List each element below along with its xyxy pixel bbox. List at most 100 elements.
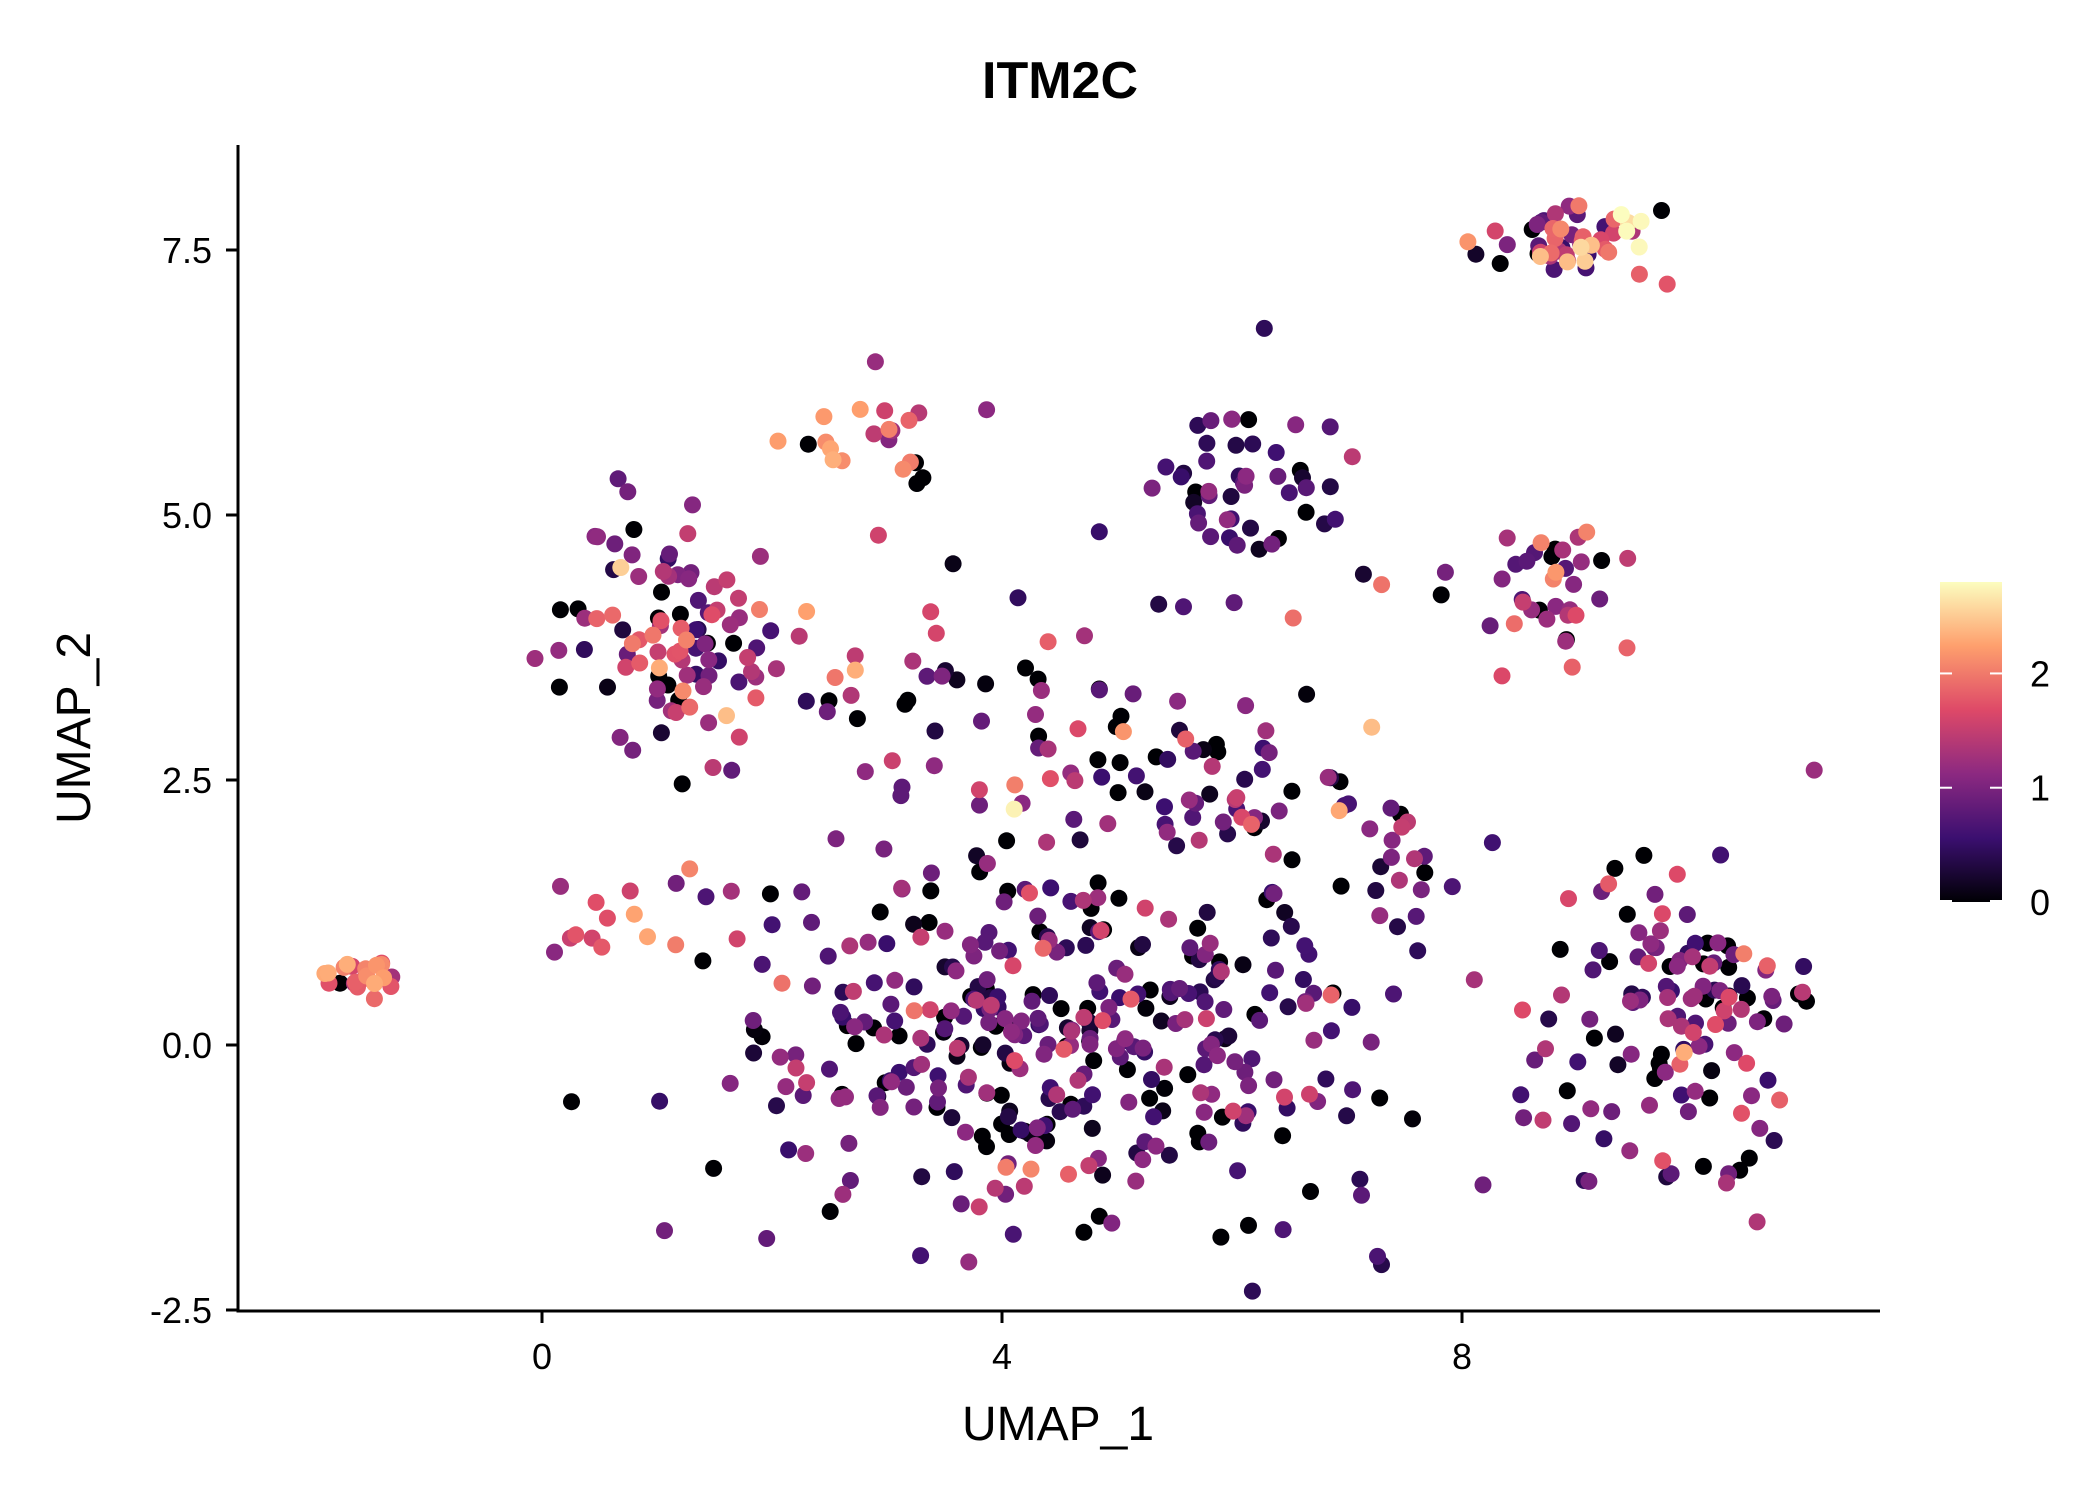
point-lower-right-502 [1646, 885, 1664, 903]
point-big-lower-63 [1141, 1089, 1159, 1107]
point-right-mid-568 [1493, 570, 1511, 588]
point-big-lower-561 [1028, 1119, 1046, 1137]
point-right-bridge-409 [1407, 907, 1425, 925]
point-left-upper-843 [631, 654, 649, 672]
point-big-lower-630 [1027, 1137, 1044, 1154]
point-big-lower-720 [1074, 891, 1092, 909]
point-lower-right-696 [1659, 989, 1677, 1006]
point-top-right-936 [1618, 222, 1636, 240]
point-left-bridge-820 [598, 909, 616, 927]
point-top-right-187 [1467, 245, 1485, 263]
point-lower-right-697 [1684, 948, 1701, 966]
point-right-mid-759 [1619, 549, 1637, 567]
point-left-upper-776 [667, 704, 685, 721]
point-mid-band-551 [933, 667, 951, 685]
point-mid-right-top-266 [1255, 319, 1273, 337]
point-center-bridge-279 [1159, 750, 1177, 768]
point-big-lower-613 [1003, 1023, 1020, 1041]
point-big-lower-719 [841, 937, 859, 955]
point-far-left-917 [366, 975, 383, 992]
point-right-mid-874 [1373, 576, 1391, 594]
point-lower-right-763 [1701, 957, 1719, 975]
point-mid-band-39 [899, 691, 917, 709]
point-big-lower-658 [1201, 934, 1219, 952]
point-lower-right-736 [1553, 986, 1570, 1004]
point-big-lower-81 [890, 1027, 908, 1045]
point-big-lower-792 [728, 930, 746, 948]
point-big-lower-758 [1075, 1008, 1093, 1026]
point-left-upper-678 [721, 616, 739, 634]
x-tick-label-2: 8 [1452, 1336, 1472, 1377]
point-center-bridge-47 [1089, 751, 1107, 769]
point-left-upper-273 [575, 641, 593, 658]
point-big-lower-69 [1179, 1066, 1197, 1084]
point-mid-band-487 [818, 703, 836, 721]
point-big-lower-460 [793, 883, 811, 901]
point-center-bridge-652 [1180, 791, 1198, 809]
point-left-upper-667 [630, 568, 648, 585]
point-big-lower-212 [1198, 903, 1216, 921]
point-right-bridge-728 [1406, 850, 1423, 868]
point-big-lower-790 [1136, 899, 1154, 917]
point-big-lower-377 [1274, 1221, 1292, 1239]
point-big-lower-234 [1168, 837, 1186, 855]
point-center-bridge-770 [1393, 818, 1411, 836]
point-center-bridge-392 [1184, 808, 1202, 826]
point-left-upper-20 [551, 601, 569, 619]
point-left-upper-199 [652, 724, 670, 742]
point-big-lower-560 [1103, 1214, 1121, 1232]
point-big-lower-616 [1116, 1030, 1134, 1048]
point-right-mid-810 [1493, 667, 1511, 685]
point-lower-right-133 [1635, 846, 1653, 864]
point-lower-right-547 [1748, 1013, 1766, 1031]
point-right-mid-814 [1567, 606, 1585, 624]
point-big-lower-821 [1094, 1012, 1112, 1030]
point-top-right-548 [1528, 216, 1546, 233]
point-mid-right-top-261 [1198, 434, 1216, 452]
point-mid-right-top-631 [1218, 511, 1236, 529]
point-big-lower-180 [1152, 1012, 1170, 1030]
point-big-lower-104 [1085, 1052, 1103, 1070]
point-lower-right-330 [1569, 1053, 1587, 1071]
point-big-lower-374 [1385, 985, 1402, 1003]
point-mid-right-top-441 [1228, 536, 1246, 554]
point-mid-band-662 [1032, 682, 1050, 699]
point-mid-band-802 [927, 624, 945, 642]
point-big-lower-873 [773, 974, 791, 992]
point-lower-right-615 [1642, 935, 1660, 953]
point-big-lower-101 [1274, 1127, 1292, 1145]
point-big-lower-328 [1084, 1086, 1101, 1104]
point-top-right-879 [1570, 197, 1588, 215]
point-left-upper-594 [700, 651, 718, 669]
point-right-mid-422 [1518, 552, 1536, 570]
point-center-bridge-925 [1363, 718, 1381, 736]
point-top-mid-784 [876, 402, 894, 420]
point-lower-right-129 [1740, 1149, 1758, 1167]
point-big-lower-352 [865, 974, 883, 992]
point-left-upper-868 [604, 606, 622, 624]
point-lower-right-139 [1694, 1157, 1712, 1175]
point-big-lower-264 [1262, 929, 1280, 947]
point-big-lower-668 [797, 1145, 815, 1162]
point-top-mid-5 [799, 435, 817, 453]
point-big-lower-859 [1322, 986, 1340, 1004]
point-mid-right-top-225 [1321, 478, 1339, 496]
point-mid-right-top-447 [1225, 594, 1243, 612]
point-left-upper-679 [526, 650, 544, 667]
point-left-upper-669 [576, 609, 594, 627]
point-lower-right-531 [1580, 1172, 1598, 1190]
point-left-upper-519 [624, 741, 642, 759]
point-lower-right-842 [1600, 875, 1618, 893]
point-big-lower-614 [947, 962, 965, 980]
point-center-bridge-915 [1330, 802, 1348, 820]
point-big-lower-501 [1265, 1071, 1283, 1089]
point-mid-band-43 [1030, 727, 1048, 745]
point-left-upper-764 [730, 589, 747, 607]
point-big-lower-452 [929, 1093, 946, 1111]
point-mid-right-top-209 [1222, 488, 1240, 505]
point-big-lower-706 [1155, 1058, 1173, 1076]
point-mid-band-166 [944, 555, 962, 573]
point-mid-band-217 [926, 722, 944, 740]
point-left-upper-22 [671, 605, 689, 623]
